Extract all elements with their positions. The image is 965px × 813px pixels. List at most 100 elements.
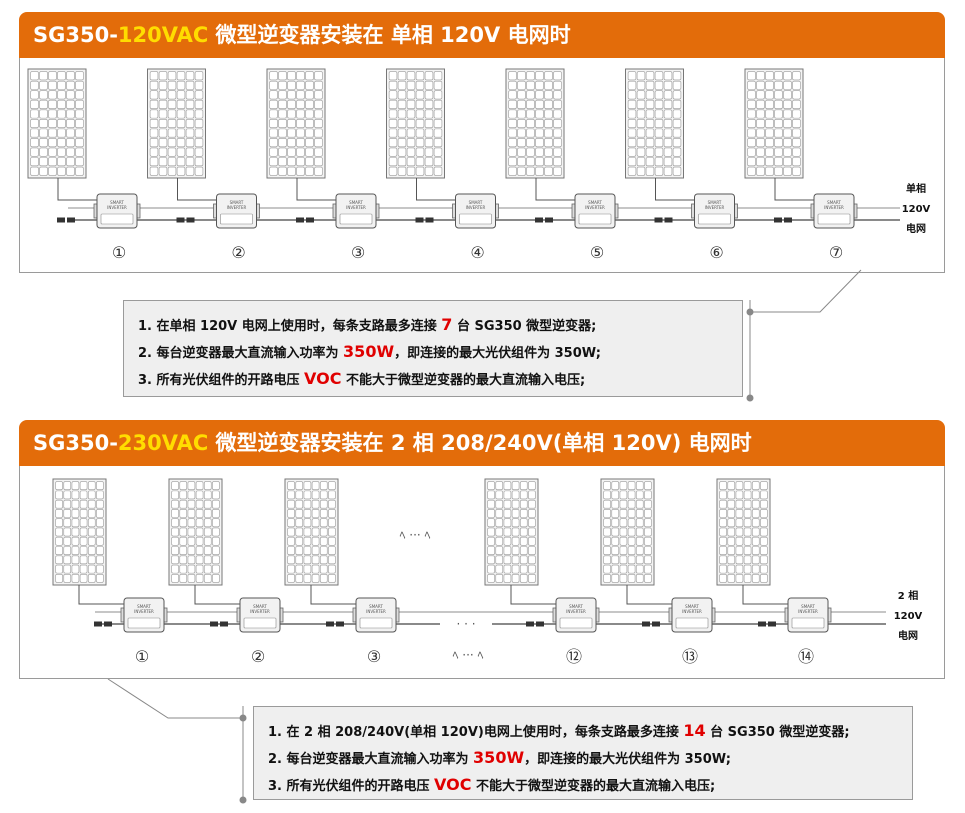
- section1-note-1: 1. 在单相 120V 电网上使用时，每条支路最多连接 7 台 SG350 微型…: [138, 315, 597, 334]
- solar-panel-3: [266, 68, 326, 179]
- bus-connector-7: [774, 217, 792, 223]
- bus-connector-6: [654, 217, 673, 223]
- solar-panel-4: [484, 478, 539, 586]
- section1-wiring-diagram: SMARTINVERTER①SMARTINVERTER②SMARTINVERTE…: [27, 68, 931, 262]
- section2-note-2: 2. 每台逆变器最大直流输入功率为 350W，即连接的最大光伏组件为 350W;: [268, 748, 731, 767]
- inverter-brand-label: SMART: [569, 604, 583, 609]
- inverter-brand-label: SMART: [230, 200, 244, 205]
- inverter-type-label: INVERTER: [250, 609, 270, 614]
- inverter-type-label: INVERTER: [824, 205, 844, 210]
- inverter-brand-label: SMART: [253, 604, 267, 609]
- section2-wiring-diagram: SMARTINVERTER①SMARTINVERTER②SMARTINVERTE…: [52, 478, 923, 666]
- panel-lead-6: [655, 178, 695, 201]
- inverter-type-label: INVERTER: [346, 205, 366, 210]
- inverter-brand-label: SMART: [685, 604, 699, 609]
- section1-note-2: 2. 每台逆变器最大直流输入功率为 350W，即连接的最大光伏组件为 350W;: [138, 342, 601, 361]
- unit-number-2: ②: [231, 243, 245, 262]
- section1-grid-label-2: 电网: [906, 222, 926, 235]
- solar-panel-1: [52, 478, 107, 586]
- solar-panel-7: [744, 68, 804, 179]
- panel-lead-6: [742, 585, 788, 605]
- unit-number-7: ⑦: [829, 243, 843, 262]
- inverter-type-label: INVERTER: [366, 609, 386, 614]
- section1-note-3: 3. 所有光伏组件的开路电压 VOC 不能大于微型逆变器的最大直流输入电压;: [138, 369, 586, 388]
- bus-connector-2: [210, 621, 228, 627]
- inverter-brand-label: SMART: [137, 604, 151, 609]
- section2-grid-label-0: 2 相: [898, 589, 918, 602]
- section2-note-1: 1. 在 2 相 208/240V(单相 120V)电网上使用时，每条支路最多连…: [268, 721, 850, 740]
- inverter-type-label: INVERTER: [585, 205, 605, 210]
- inverter-type-label: INVERTER: [705, 205, 725, 210]
- inverter-brand-label: SMART: [588, 200, 602, 205]
- bus-ellipsis: · · ·: [456, 617, 475, 631]
- solar-panel-1: [27, 68, 87, 179]
- solar-panel-3: [284, 478, 339, 586]
- section1-notes: 1. 在单相 120V 电网上使用时，每条支路最多连接 7 台 SG350 微型…: [123, 300, 743, 397]
- panel-lead-1: [78, 585, 124, 605]
- solar-panel-6: [716, 478, 771, 586]
- section1-grid-label-1: 120V: [902, 204, 931, 215]
- unit-ellipsis: ﾍ ··· ﾍ: [452, 648, 483, 662]
- solar-panel-2: [168, 478, 223, 586]
- inverter-type-label: INVERTER: [798, 609, 818, 614]
- section2-grid-label-1: 120V: [894, 611, 923, 622]
- solar-panel-5: [505, 68, 565, 179]
- inverter-type-label: INVERTER: [682, 609, 702, 614]
- panel-lead-4: [416, 178, 456, 201]
- inverter-brand-label: SMART: [827, 200, 841, 205]
- section2-note-3: 3. 所有光伏组件的开路电压 VOC 不能大于微型逆变器的最大直流输入电压;: [268, 775, 716, 794]
- panel-lead-5: [535, 178, 575, 201]
- panel-lead-2: [177, 178, 217, 201]
- unit-number-3: ③: [367, 647, 381, 666]
- inverter-brand-label: SMART: [708, 200, 722, 205]
- unit-number-4: ④: [470, 243, 484, 262]
- panel-lead-4: [510, 585, 556, 605]
- solar-panel-5: [600, 478, 655, 586]
- section1-diagram-panel: SMART INVERTER ① SMART INVERTER ② SMART INVERTE…: [19, 58, 945, 273]
- unit-number-4: ⑫: [566, 647, 582, 666]
- unit-number-3: ③: [351, 243, 365, 262]
- inverter-brand-label: SMART: [801, 604, 815, 609]
- unit-number-1: ①: [112, 243, 126, 262]
- unit-number-2: ②: [251, 647, 265, 666]
- section2-grid-label-2: 电网: [898, 629, 918, 642]
- panel-lead-1: [57, 178, 97, 201]
- bus-connector-2: [176, 217, 195, 223]
- inverter-brand-label: SMART: [349, 200, 363, 205]
- inverter-brand-label: SMART: [369, 604, 383, 609]
- bus-connector-3: [296, 217, 314, 223]
- bus-connector-6: [758, 621, 776, 627]
- panel-lead-2: [194, 585, 240, 605]
- unit-number-5: ⑤: [590, 243, 604, 262]
- section1-grid-label-0: 单相: [906, 182, 926, 195]
- section2-title: SG350-230VAC 微型逆变器安装在 2 相 208/240V(单相 12…: [19, 420, 945, 466]
- inverter-brand-label: SMART: [469, 200, 483, 205]
- inverter-brand-label: SMART: [110, 200, 124, 205]
- bus-connector-4: [526, 621, 544, 627]
- bus-connector-4: [415, 217, 434, 223]
- inverter-type-label: INVERTER: [566, 609, 586, 614]
- panel-lead-3: [296, 178, 336, 201]
- unit-number-5: ⑬: [682, 647, 698, 666]
- solar-panel-6: [625, 68, 684, 179]
- bus-connector-5: [535, 217, 553, 223]
- inverter-type-label: INVERTER: [107, 205, 127, 210]
- inverter-type-label: INVERTER: [466, 205, 486, 210]
- panel-ellipsis: ﾍ ··· ﾍ: [399, 528, 430, 542]
- inverter-type-label: INVERTER: [134, 609, 154, 614]
- bus-break-gap: [440, 616, 492, 632]
- panel-lead-5: [626, 585, 672, 605]
